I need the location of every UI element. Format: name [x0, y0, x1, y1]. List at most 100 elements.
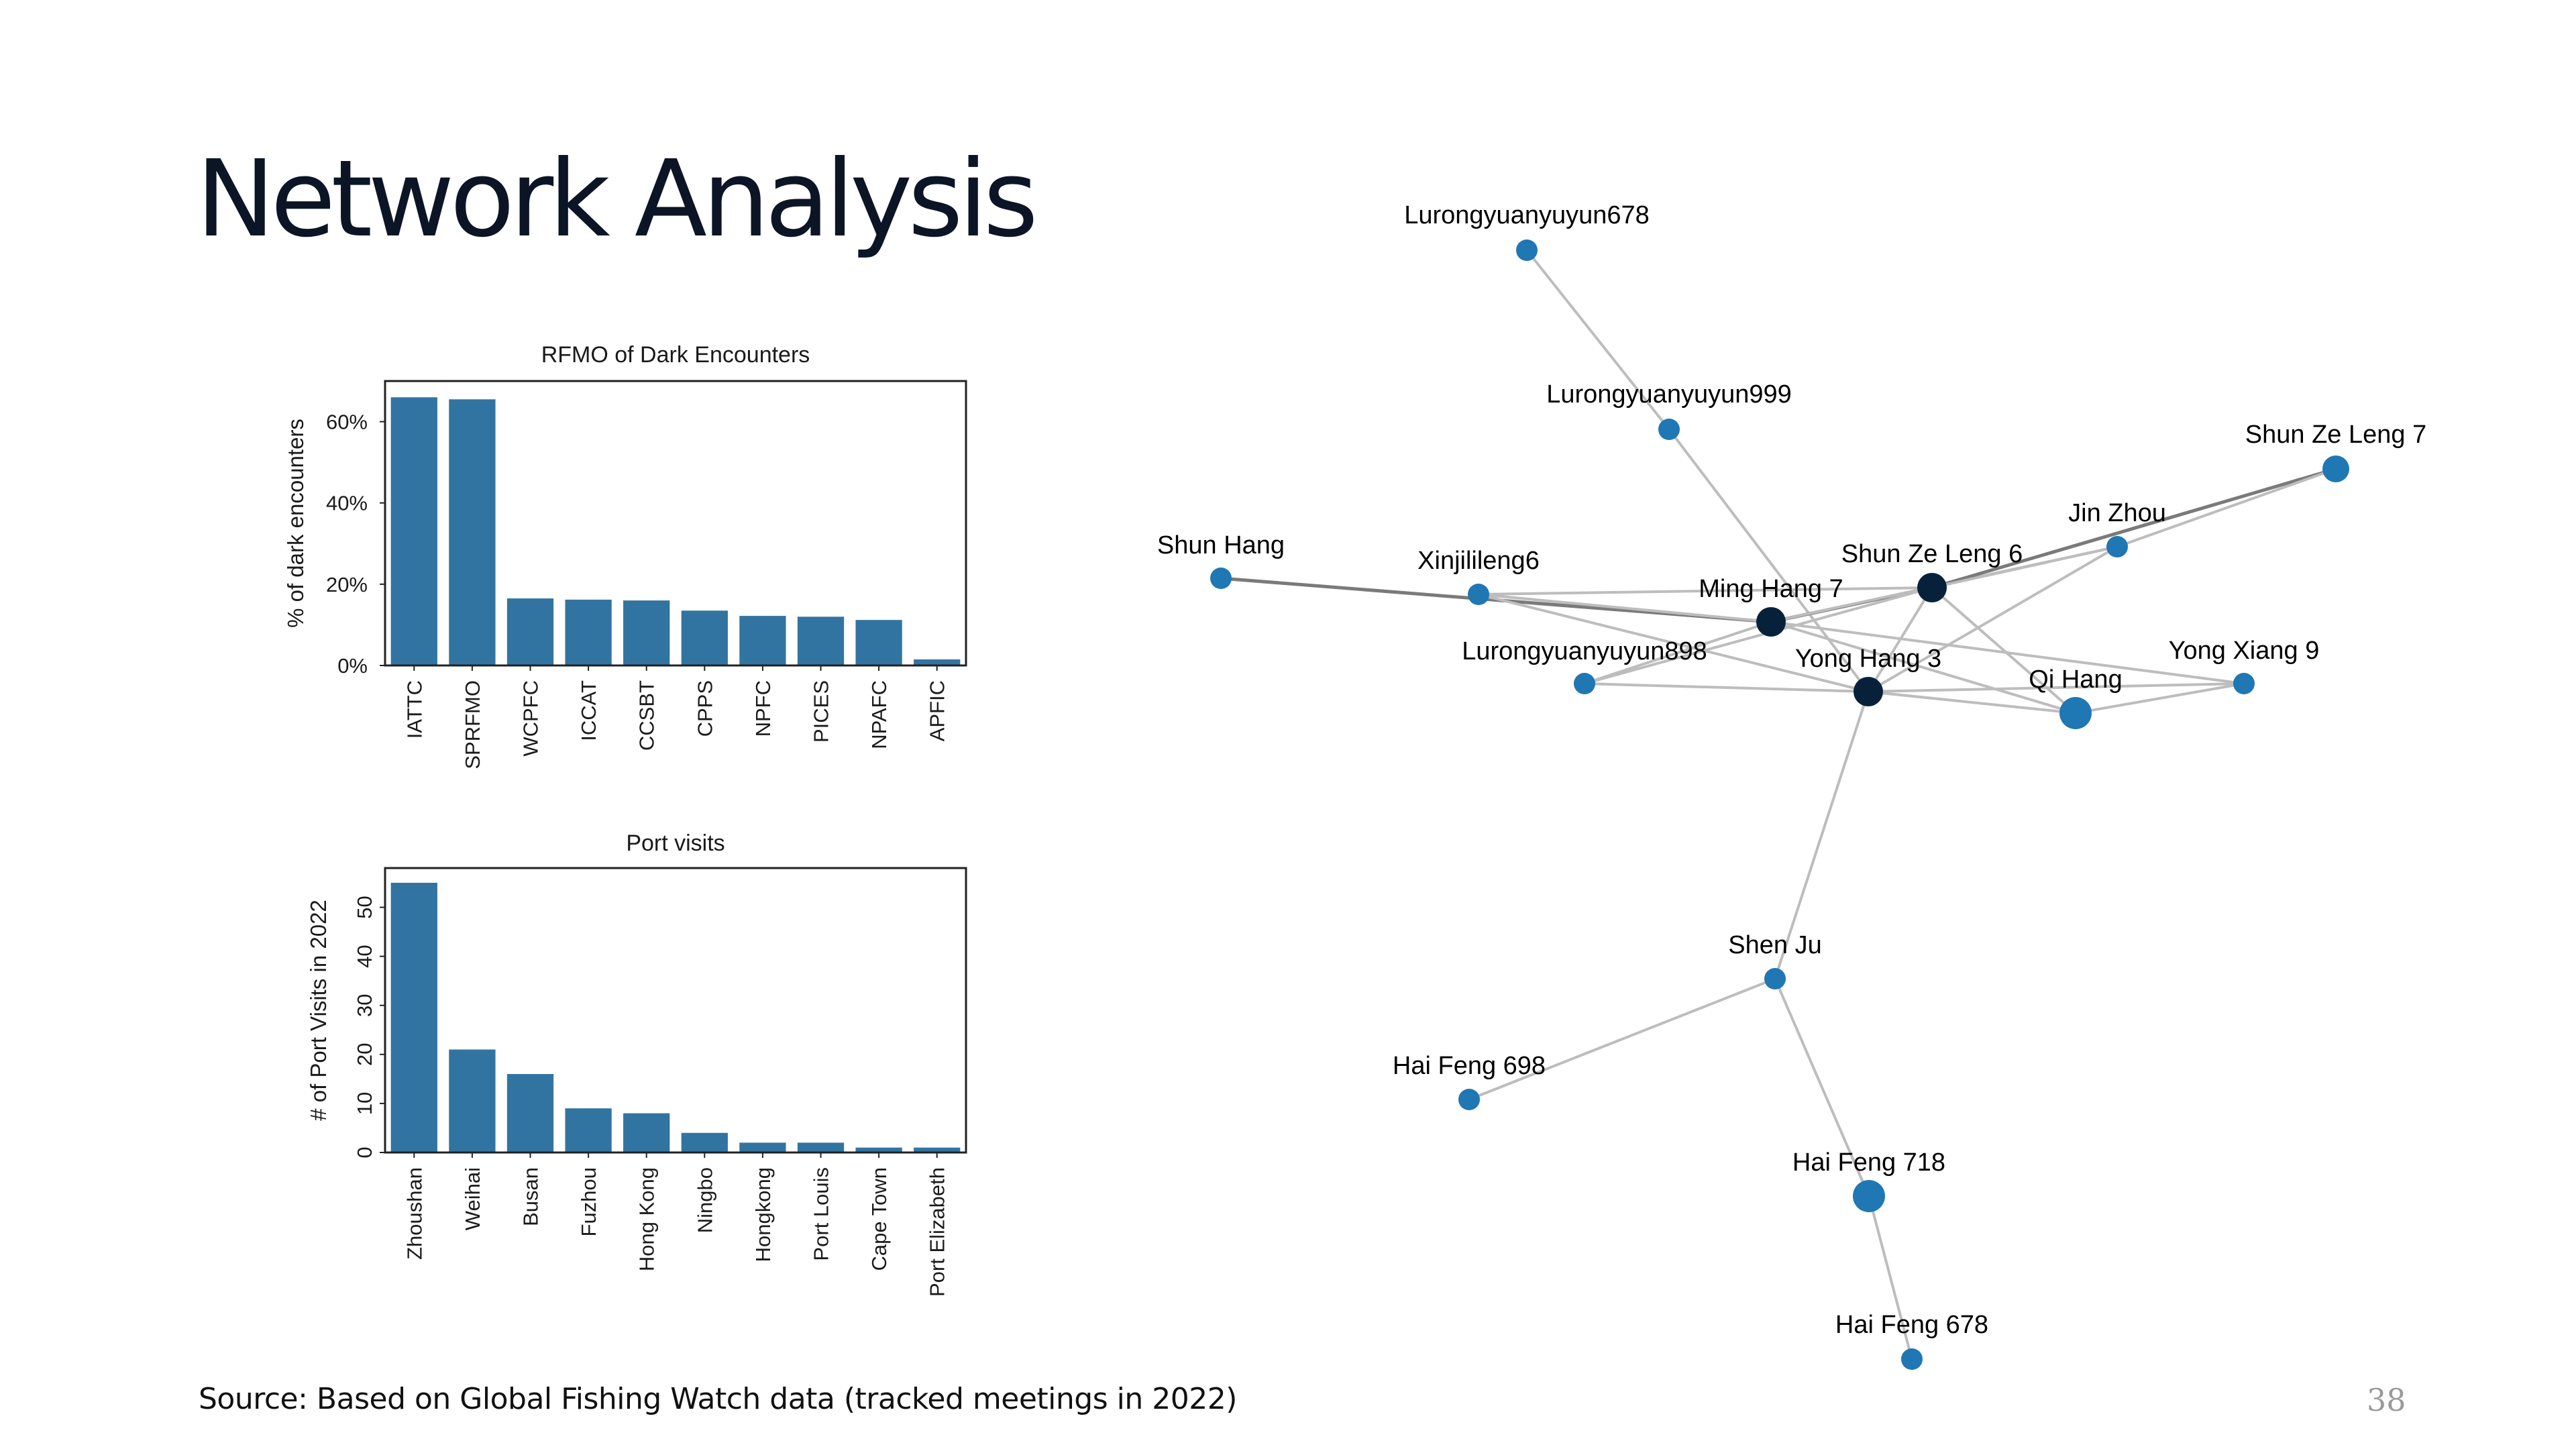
- x-tick-label: IATTC: [402, 680, 426, 739]
- node-lurong678: [1516, 239, 1538, 261]
- y-axis-label: # of Port Visits in 2022: [306, 900, 331, 1121]
- node-haifeng718: [1853, 1180, 1885, 1212]
- node-label-haifeng698: Hai Feng 698: [1393, 1052, 1546, 1080]
- node-label-jinzhou: Jin Zhou: [2068, 499, 2166, 527]
- x-tick-label: Hong Kong: [635, 1167, 659, 1271]
- edge-minghang7-qihang: [1770, 621, 2077, 714]
- node-label-shunzeleng7: Shun Ze Leng 7: [2245, 421, 2426, 449]
- x-tick-label: ICCAT: [577, 680, 600, 741]
- node-shunzeleng7: [2322, 455, 2349, 482]
- edge-haifeng718-haifeng678: [1868, 1195, 1913, 1360]
- node-minghang7: [1756, 607, 1786, 637]
- node-haifeng698: [1458, 1089, 1480, 1110]
- node-label-lurong898: Lurongyuanyuyun898: [1462, 637, 1707, 665]
- x-tick-label: Fuzhou: [577, 1167, 600, 1236]
- node-jinzhou: [2106, 536, 2128, 557]
- network-nodes: [1210, 239, 2349, 1370]
- plot-frame: [384, 867, 967, 1154]
- node-yonghang3: [1854, 677, 1883, 706]
- edge-yonghang3-yongxiang9: [1867, 682, 2245, 693]
- x-tick-label: Zhoushan: [402, 1167, 426, 1260]
- node-shunzeleng6: [1917, 573, 1947, 602]
- edge-jinzhou-yonghang3: [1867, 545, 2118, 693]
- edge-lurong678-lurong999: [1525, 249, 1670, 431]
- node-label-haifeng718: Hai Feng 718: [1792, 1148, 1945, 1177]
- x-tick-label: Weihai: [461, 1167, 484, 1230]
- edge-xinjilileng6-minghang7: [1477, 593, 1772, 623]
- bar-zhoushan: [390, 882, 437, 1152]
- edge-qihang-yongxiang9: [2074, 682, 2245, 714]
- page-number: 38: [2367, 1382, 2406, 1418]
- port-visits-bar-chart: Port visits Zhoushan Weihai Busan Fuzhou Hong…: [306, 830, 967, 1297]
- bar-ningbo: [681, 1132, 728, 1152]
- chart-title: Port visits: [626, 830, 724, 856]
- node-label-yongxiang9: Yong Xiang 9: [2169, 637, 2320, 665]
- edge-yonghang3-qihang: [1867, 690, 2077, 714]
- bar-ccsbt: [623, 600, 670, 665]
- y-tick-label: 10: [353, 1092, 376, 1115]
- y-axis-label: % of dark encounters: [283, 419, 308, 628]
- node-lurong999: [1658, 419, 1680, 440]
- bar-busan: [506, 1074, 554, 1152]
- x-tick-label: APFIC: [926, 680, 949, 741]
- edge-shenju-haifeng718: [1774, 977, 1870, 1197]
- x-tick-label: NPAFC: [867, 680, 891, 749]
- y-tick-label: 60%: [326, 411, 368, 434]
- edge-shunzeleng6-qihang: [1931, 586, 2077, 714]
- edge-shenju-haifeng698: [1468, 977, 1776, 1101]
- edge-shunzeleng6-jinzhou: [1931, 545, 2118, 589]
- x-tick-label: CPPS: [693, 680, 716, 737]
- x-tick-label: Busan: [519, 1167, 543, 1226]
- bar-npfc: [739, 616, 786, 665]
- x-tick-label: PICES: [810, 680, 833, 743]
- bar-iattc: [390, 397, 437, 665]
- bar-wcpfc: [506, 598, 554, 665]
- edge-yonghang3-lurong898: [1583, 682, 1870, 693]
- node-label-lurong999: Lurongyuanyuyun999: [1546, 380, 1792, 409]
- network-edges: [1219, 249, 2338, 1360]
- node-label-lurong678: Lurongyuanyuyun678: [1404, 201, 1650, 229]
- edge-xinjilileng6-shunzeleng6: [1477, 586, 1933, 596]
- bar-npafc: [855, 620, 902, 665]
- bar-cape-town: [855, 1147, 902, 1152]
- y-tick-label: 20%: [326, 573, 368, 596]
- node-label-qihang: Qi Hang: [2029, 665, 2122, 694]
- y-tick-label: 0%: [337, 654, 368, 678]
- x-tick-label: Hongkong: [751, 1167, 775, 1262]
- y-tick-label: 40: [353, 945, 376, 967]
- x-tick-label: WCPFC: [519, 680, 543, 757]
- bar-sprfmo: [449, 399, 496, 665]
- node-shenju: [1764, 968, 1786, 989]
- node-label-shunzeleng6: Shun Ze Leng 6: [1841, 540, 2023, 568]
- node-label-shunhang: Shun Hang: [1157, 531, 1285, 559]
- bar-cpps: [681, 610, 728, 665]
- plot-frame: [384, 380, 967, 667]
- y-tick-label: 0: [353, 1146, 376, 1158]
- edge-shunzeleng6-yonghang3: [1867, 586, 1933, 693]
- x-tick-label: NPFC: [751, 680, 775, 737]
- network-labels: Lurongyuanyuyun678 Lurongyuanyuyun999 Shun…: [1157, 201, 2426, 1339]
- bar-hong-kong: [623, 1113, 670, 1152]
- bar-hongkong: [739, 1142, 786, 1152]
- source-note: Source: Based on Global Fishing Watch da…: [199, 1382, 1237, 1416]
- x-tick-label: Port Elizabeth: [926, 1167, 949, 1297]
- node-lurong898: [1574, 673, 1595, 694]
- y-tick-label: 40%: [326, 492, 368, 515]
- x-tick-label: Ningbo: [693, 1167, 716, 1233]
- bar-port-elizabeth: [914, 1147, 961, 1152]
- node-label-xinjilileng6: Xinjilileng6: [1417, 547, 1540, 575]
- edge-minghang7-lurong898: [1583, 621, 1772, 685]
- node-label-minghang7: Ming Hang 7: [1699, 575, 1843, 603]
- rfmo-bar-chart: RFMO of Dark Encounters IATTC SPRFMO WCPFC I…: [283, 342, 967, 769]
- x-tick-label: CCSBT: [635, 680, 659, 751]
- x-tick-label: Port Louis: [810, 1167, 833, 1261]
- edge-jinzhou-shunzeleng7: [2116, 468, 2337, 548]
- x-tick-label: Cape Town: [867, 1167, 891, 1271]
- chart-title: RFMO of Dark Encounters: [541, 342, 810, 368]
- bar-port-louis: [797, 1142, 845, 1152]
- bar-fuzhou: [565, 1108, 612, 1152]
- network-graph: Lurongyuanyuyun678 Lurongyuanyuyun999 Shun…: [1157, 201, 2426, 1370]
- edge-lurong999-yonghang3: [1668, 428, 1870, 693]
- node-xinjilileng6: [1468, 584, 1489, 605]
